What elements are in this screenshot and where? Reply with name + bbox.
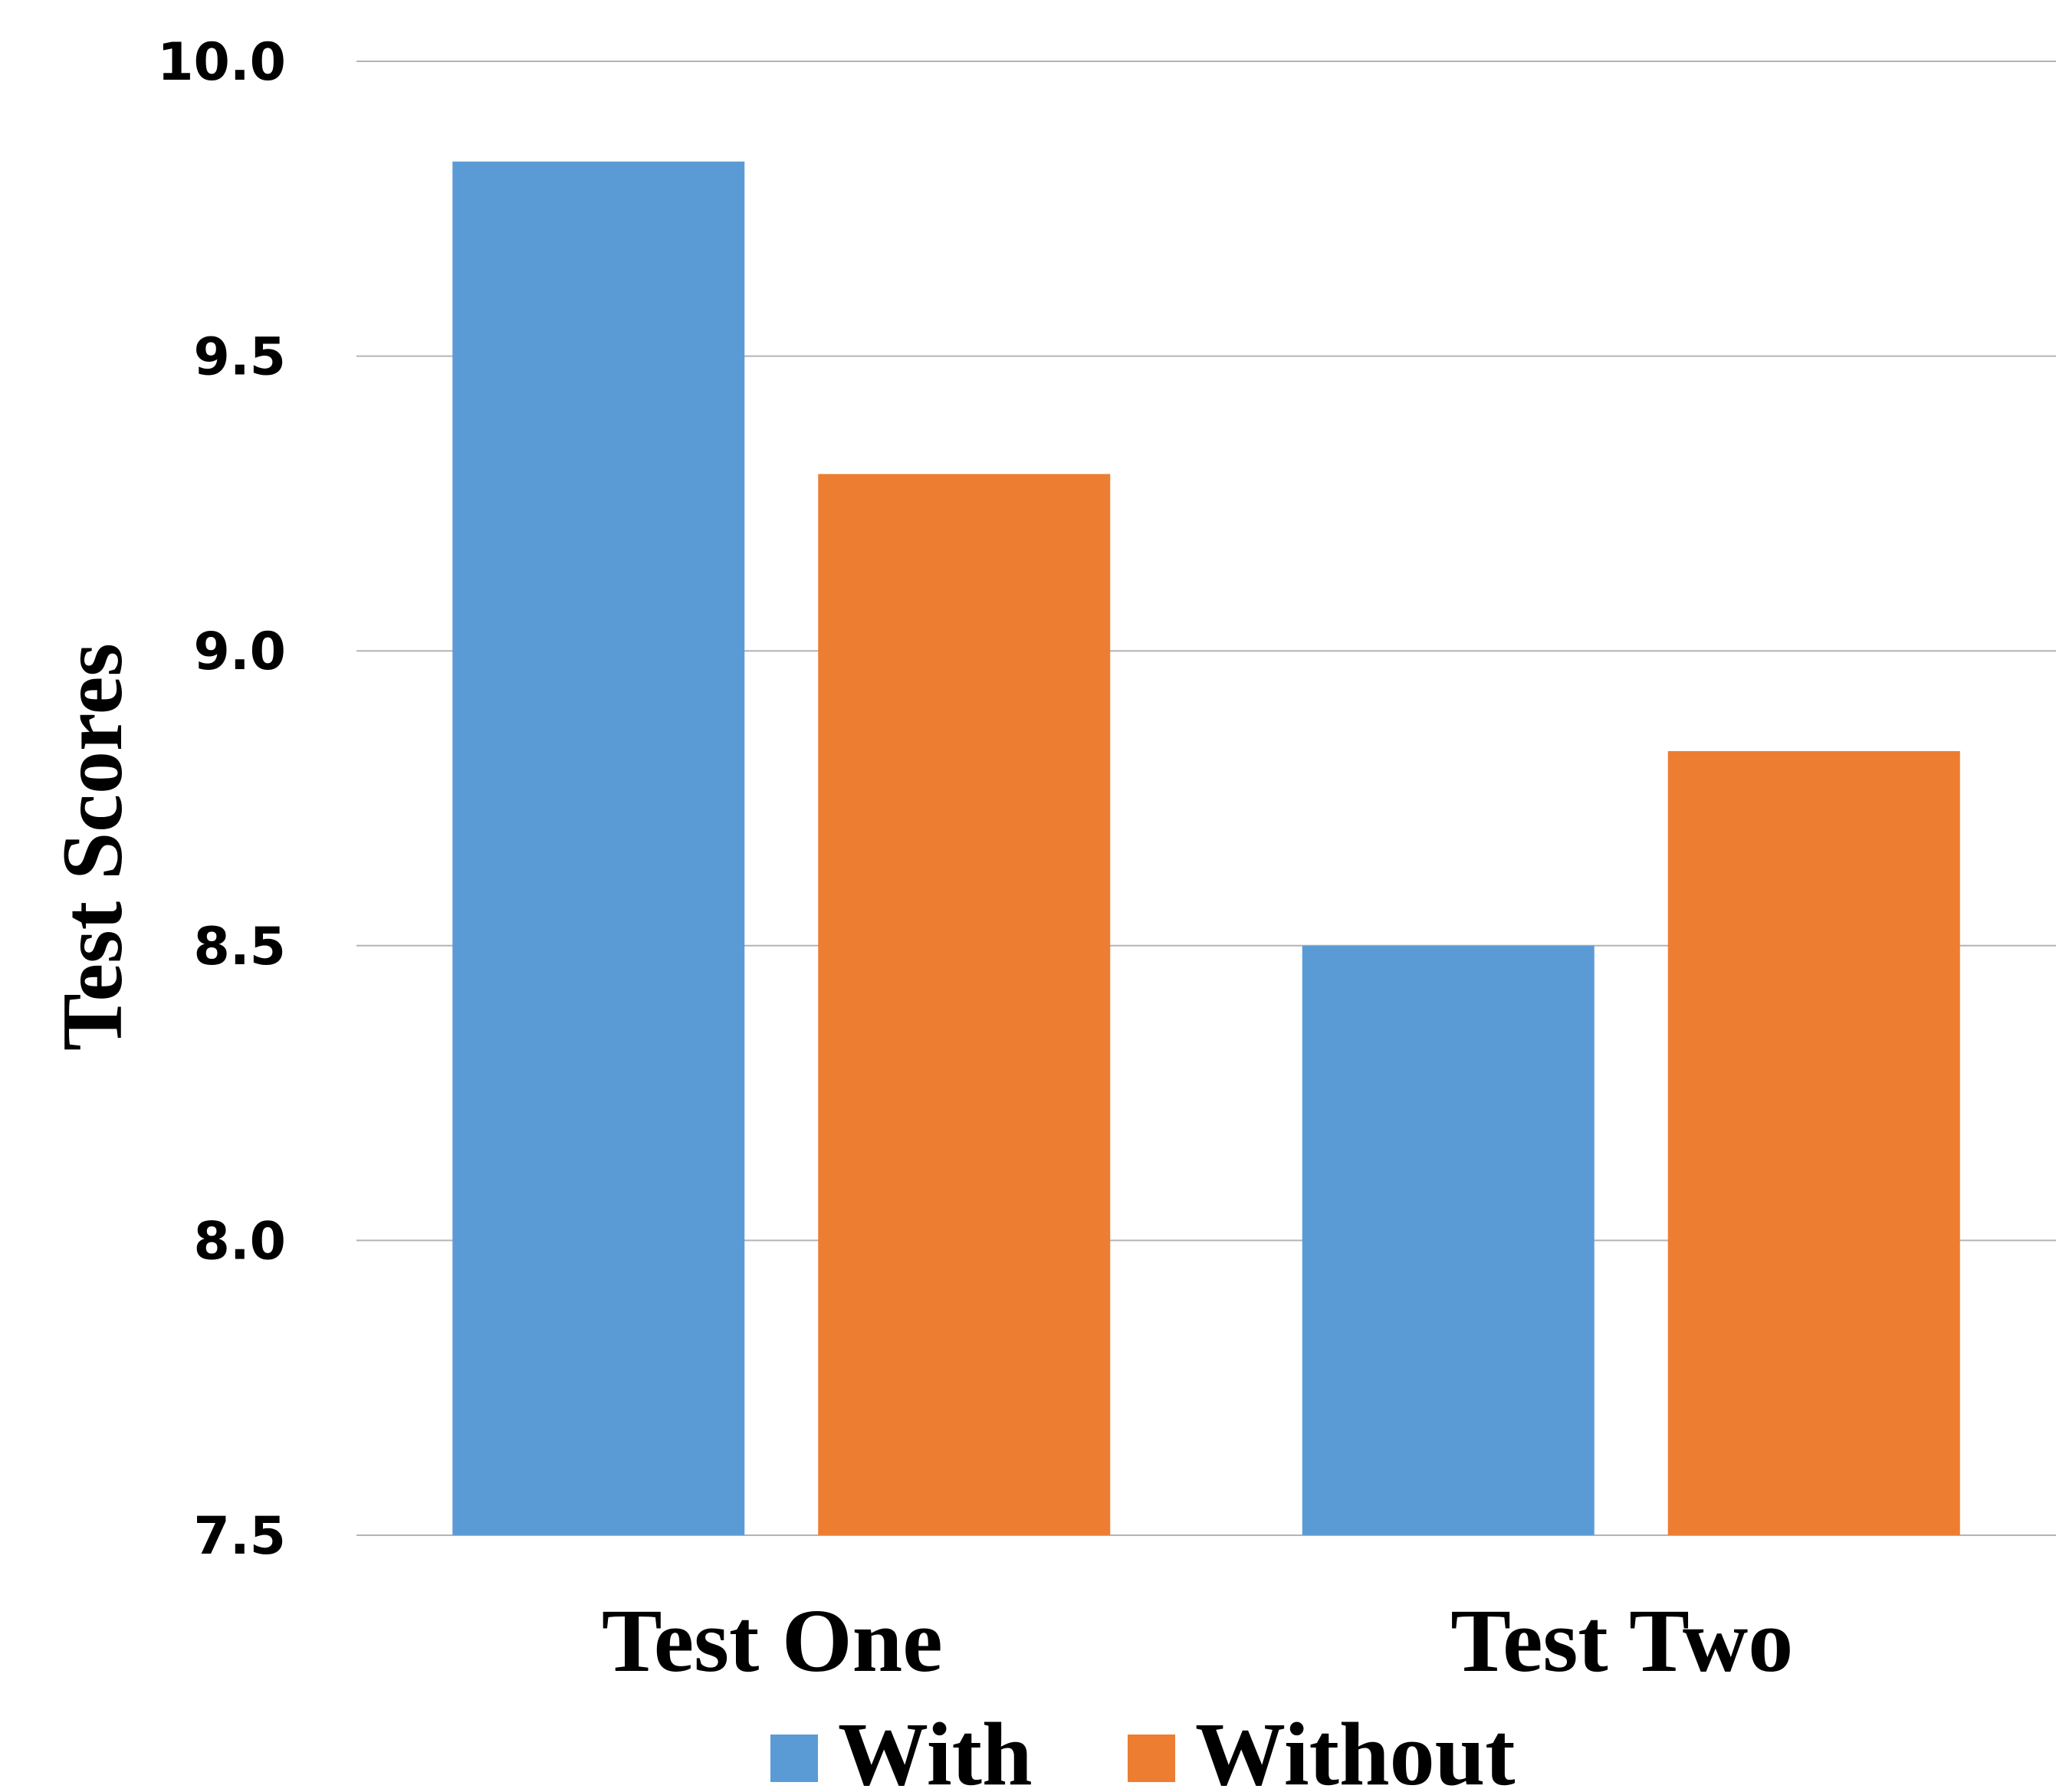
y-tick-label: 10.0 (157, 32, 286, 93)
y-axis-title: Test Scores (45, 643, 140, 1051)
y-tick-label: 8.0 (194, 1211, 286, 1272)
bar-with-test-two (1302, 945, 1595, 1535)
y-tick-label: 9.0 (194, 622, 286, 682)
x-axis-category-labels: Test One Test Two (602, 1590, 1793, 1691)
legend-label: With (838, 1704, 1033, 1792)
x-category-label: Test Two (1450, 1590, 1793, 1691)
bar-with-test-one (452, 161, 745, 1535)
y-tick-label: 9.5 (194, 327, 286, 388)
bar-without-test-two (1667, 750, 1960, 1535)
bars (452, 161, 1960, 1536)
bar-without-test-one (818, 474, 1111, 1536)
legend-swatch (770, 1735, 818, 1782)
legend-swatch (1128, 1735, 1175, 1782)
legend: With Without (770, 1704, 1516, 1792)
legend-label: Without (1195, 1704, 1516, 1792)
y-tick-label: 7.5 (194, 1506, 286, 1567)
y-tick-label: 8.5 (194, 917, 286, 977)
x-category-label: Test One (602, 1590, 943, 1691)
y-axis-tick-labels: 7.5 8.0 8.5 9.0 9.5 10.0 (157, 32, 286, 1567)
